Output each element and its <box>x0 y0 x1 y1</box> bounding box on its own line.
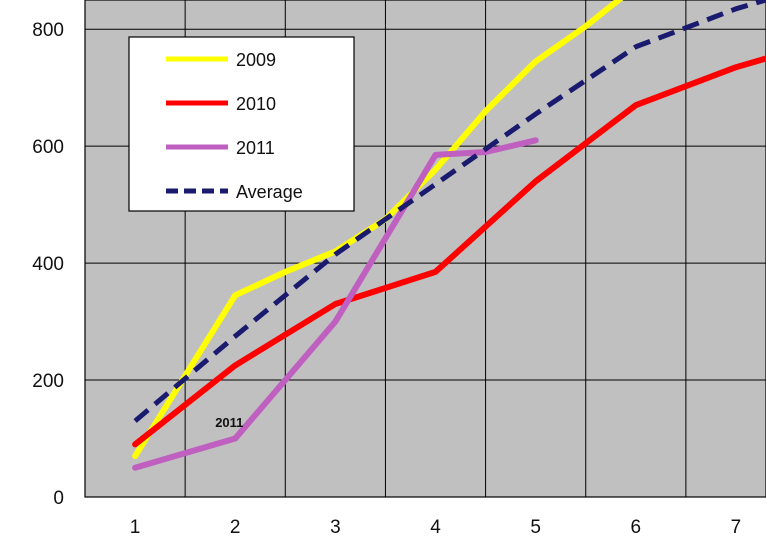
y-tick-label: 200 <box>32 371 64 392</box>
series-line-2011 <box>132 137 539 471</box>
series-line-2010 <box>132 55 766 448</box>
x-tick-label: 6 <box>631 517 642 538</box>
legend-box <box>128 36 355 212</box>
series-line-average <box>133 0 766 423</box>
series-layer <box>132 0 766 471</box>
y-tick-label: 400 <box>32 254 64 275</box>
y-tick-label: 0 <box>53 488 64 509</box>
x-tick-label: 2 <box>230 517 241 538</box>
x-axis-ticks: 1 2 3 4 5 6 7 <box>130 517 741 538</box>
legend: 2009 2010 2011 Average <box>128 36 355 212</box>
y-tick-label: 600 <box>32 137 64 158</box>
grid-lines <box>85 0 766 497</box>
x-tick-label: 5 <box>530 517 541 538</box>
legend-label-average: Average <box>236 182 303 202</box>
annotations: 2011 <box>215 415 243 430</box>
x-tick-label: 4 <box>430 517 441 538</box>
y-tick-label: 800 <box>32 20 64 41</box>
x-tick-label: 1 <box>130 517 141 538</box>
legend-label-2009: 2009 <box>236 50 276 70</box>
x-tick-label: 7 <box>731 517 742 538</box>
annotation-label: 2011 <box>215 415 243 430</box>
x-tick-label: 3 <box>330 517 341 538</box>
legend-label-2011: 2011 <box>236 138 275 158</box>
y-axis-ticks: 0 200 400 600 800 <box>32 20 64 509</box>
legend-label-2010: 2010 <box>236 94 276 114</box>
